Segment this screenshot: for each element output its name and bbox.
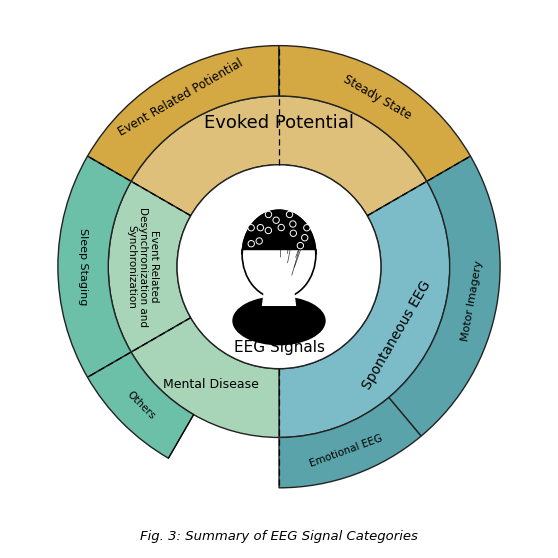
Circle shape xyxy=(278,224,285,230)
Text: Steady State: Steady State xyxy=(341,73,413,122)
Wedge shape xyxy=(88,352,194,458)
Text: Event Related
Desynchronization and
Synchronization: Event Related Desynchronization and Sync… xyxy=(126,206,159,327)
Text: Motor Imagery: Motor Imagery xyxy=(460,259,484,342)
Text: Event Related Potiential: Event Related Potiential xyxy=(117,56,246,138)
Circle shape xyxy=(304,224,310,231)
Circle shape xyxy=(248,224,254,231)
Text: Fig. 3: Summary of EEG Signal Categories: Fig. 3: Summary of EEG Signal Categories xyxy=(140,531,418,543)
Text: Emotional EEG: Emotional EEG xyxy=(308,433,384,469)
Circle shape xyxy=(257,224,263,231)
Polygon shape xyxy=(262,286,296,306)
Ellipse shape xyxy=(242,210,316,299)
Polygon shape xyxy=(242,210,316,254)
Wedge shape xyxy=(108,181,191,352)
Text: Evoked Potential: Evoked Potential xyxy=(204,114,354,132)
Wedge shape xyxy=(58,156,131,377)
Wedge shape xyxy=(279,46,470,181)
Circle shape xyxy=(273,217,280,223)
Circle shape xyxy=(297,242,304,249)
Circle shape xyxy=(301,234,308,241)
Circle shape xyxy=(286,211,293,218)
Text: EEG Signals: EEG Signals xyxy=(233,340,325,355)
Ellipse shape xyxy=(232,296,326,345)
Circle shape xyxy=(265,227,272,234)
Circle shape xyxy=(177,165,381,369)
Wedge shape xyxy=(131,96,427,216)
Text: Spontaneous EEG: Spontaneous EEG xyxy=(360,278,434,392)
Text: Sleep Staging: Sleep Staging xyxy=(78,228,88,305)
Text: Others: Others xyxy=(124,389,156,421)
Circle shape xyxy=(256,238,262,244)
Text: Mental Disease: Mental Disease xyxy=(163,378,259,391)
Circle shape xyxy=(265,211,272,218)
Wedge shape xyxy=(279,397,421,488)
Circle shape xyxy=(290,221,296,227)
Wedge shape xyxy=(279,181,450,437)
Wedge shape xyxy=(131,318,279,437)
Wedge shape xyxy=(389,156,500,436)
Circle shape xyxy=(248,240,254,247)
Wedge shape xyxy=(88,46,279,181)
Circle shape xyxy=(290,230,296,237)
